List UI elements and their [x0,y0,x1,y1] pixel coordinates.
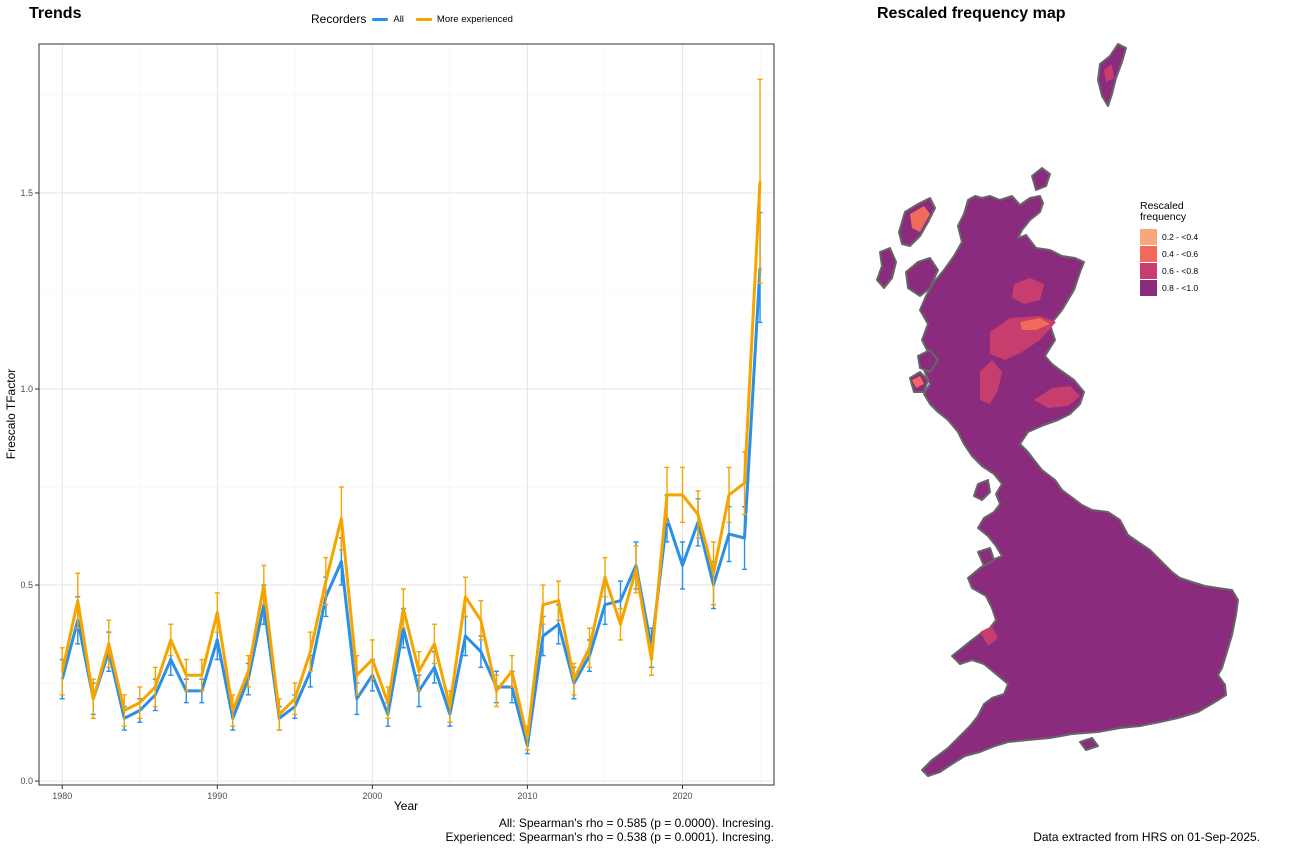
x-tick-label: 1980 [52,791,72,801]
grid-lines [39,44,774,785]
map-island-skye [905,257,939,297]
y-tick-label: 0.0 [20,776,33,786]
map-legend-item: 0.6 - <0.8 [1140,262,1200,279]
chart-legend: Recorders All More experienced [311,12,525,26]
map-legend-swatch [1140,262,1157,279]
map-land [876,43,1239,777]
trend-chart: 1980 1990 2000 2010 2020 0.0 0.5 1.0 1.5 Year Fr… [4,43,775,813]
map-patch-lomond [980,360,1002,404]
map-legend-label: 0.2 - <0.4 [1162,231,1199,242]
legend-item-all: All [372,14,404,25]
footer-note: Data extracted from HRS on 01-Sep-2025. [1033,830,1260,844]
y-tick-label: 1.0 [20,384,33,394]
map-island-outer-hebrides [898,197,936,247]
map-island-orkney [1031,167,1051,191]
map-legend-item: 0.4 - <0.6 [1140,245,1200,262]
map-patch-north-west [1012,278,1044,304]
plot-border [38,43,775,786]
map-island-shetland [1097,43,1127,107]
map-legend-swatch [1140,228,1157,245]
map-legend-title: Rescaled frequency [1140,200,1187,223]
map-legend-swatch [1140,245,1157,262]
map-island-uist [876,247,897,289]
y-axis-label: Frescalo TFactor [4,369,18,459]
y-tick-label: 1.5 [20,188,33,198]
stats-text: All: Spearman's rho = 0.585 (p = 0.0000)… [446,816,775,844]
map-patch-shetland [1104,64,1114,82]
map-island-anglesey [977,547,995,567]
map-title: Rescaled frequency map [877,5,1066,22]
map-island-mull [917,349,939,373]
x-tick-label: 1990 [207,791,227,801]
map-island-wight [1079,737,1099,751]
y-tick-label: 0.5 [20,580,33,590]
map-patch-skye [912,376,924,388]
legend-swatch-experienced [415,17,432,21]
legend-title: Recorders [311,12,367,26]
map-patches [910,64,1114,646]
map-legend-label: 0.6 - <0.8 [1162,265,1199,276]
map-patch-grampian-core [1020,318,1050,330]
legend-label-experienced: More experienced [436,13,513,25]
map-patch-wales [980,626,998,646]
chart-title: Trends [29,5,82,22]
chart-marks [59,78,763,755]
legend-label-all: All [393,13,404,25]
stats-all: All: Spearman's rho = 0.585 (p = 0.0000)… [498,816,774,830]
map-legend: Rescaled frequency 0.2 - <0.4 0.4 - <0.6… [1140,201,1200,296]
series-line-experienced [60,181,762,740]
map-legend-label: 0.4 - <0.6 [1162,248,1199,259]
x-tick-label: 2010 [517,791,537,801]
map-island-islay [909,371,929,393]
map-patch-lewis [910,206,930,232]
legend-swatch-all [372,17,389,21]
axes: 1980 1990 2000 2010 2020 0.0 0.5 1.0 1.5 [20,188,692,801]
map-legend-label: 0.8 - <1.0 [1162,282,1199,293]
series-line-all [60,267,762,748]
legend-item-experienced: More experienced [415,13,513,25]
map-patch-grampian [990,316,1056,360]
map-island-arran [973,479,991,501]
map-legend-item: 0.2 - <0.4 [1140,228,1200,245]
x-axis-label: Year [394,799,418,813]
map-patch-highlands-east [1034,386,1080,408]
x-tick-label: 2020 [672,791,692,801]
map-legend-swatch [1140,279,1157,296]
x-tick-label: 2000 [362,791,382,801]
stats-experienced: Experienced: Spearman's rho = 0.538 (p =… [445,830,775,844]
map-legend-item: 0.8 - <1.0 [1140,279,1200,296]
